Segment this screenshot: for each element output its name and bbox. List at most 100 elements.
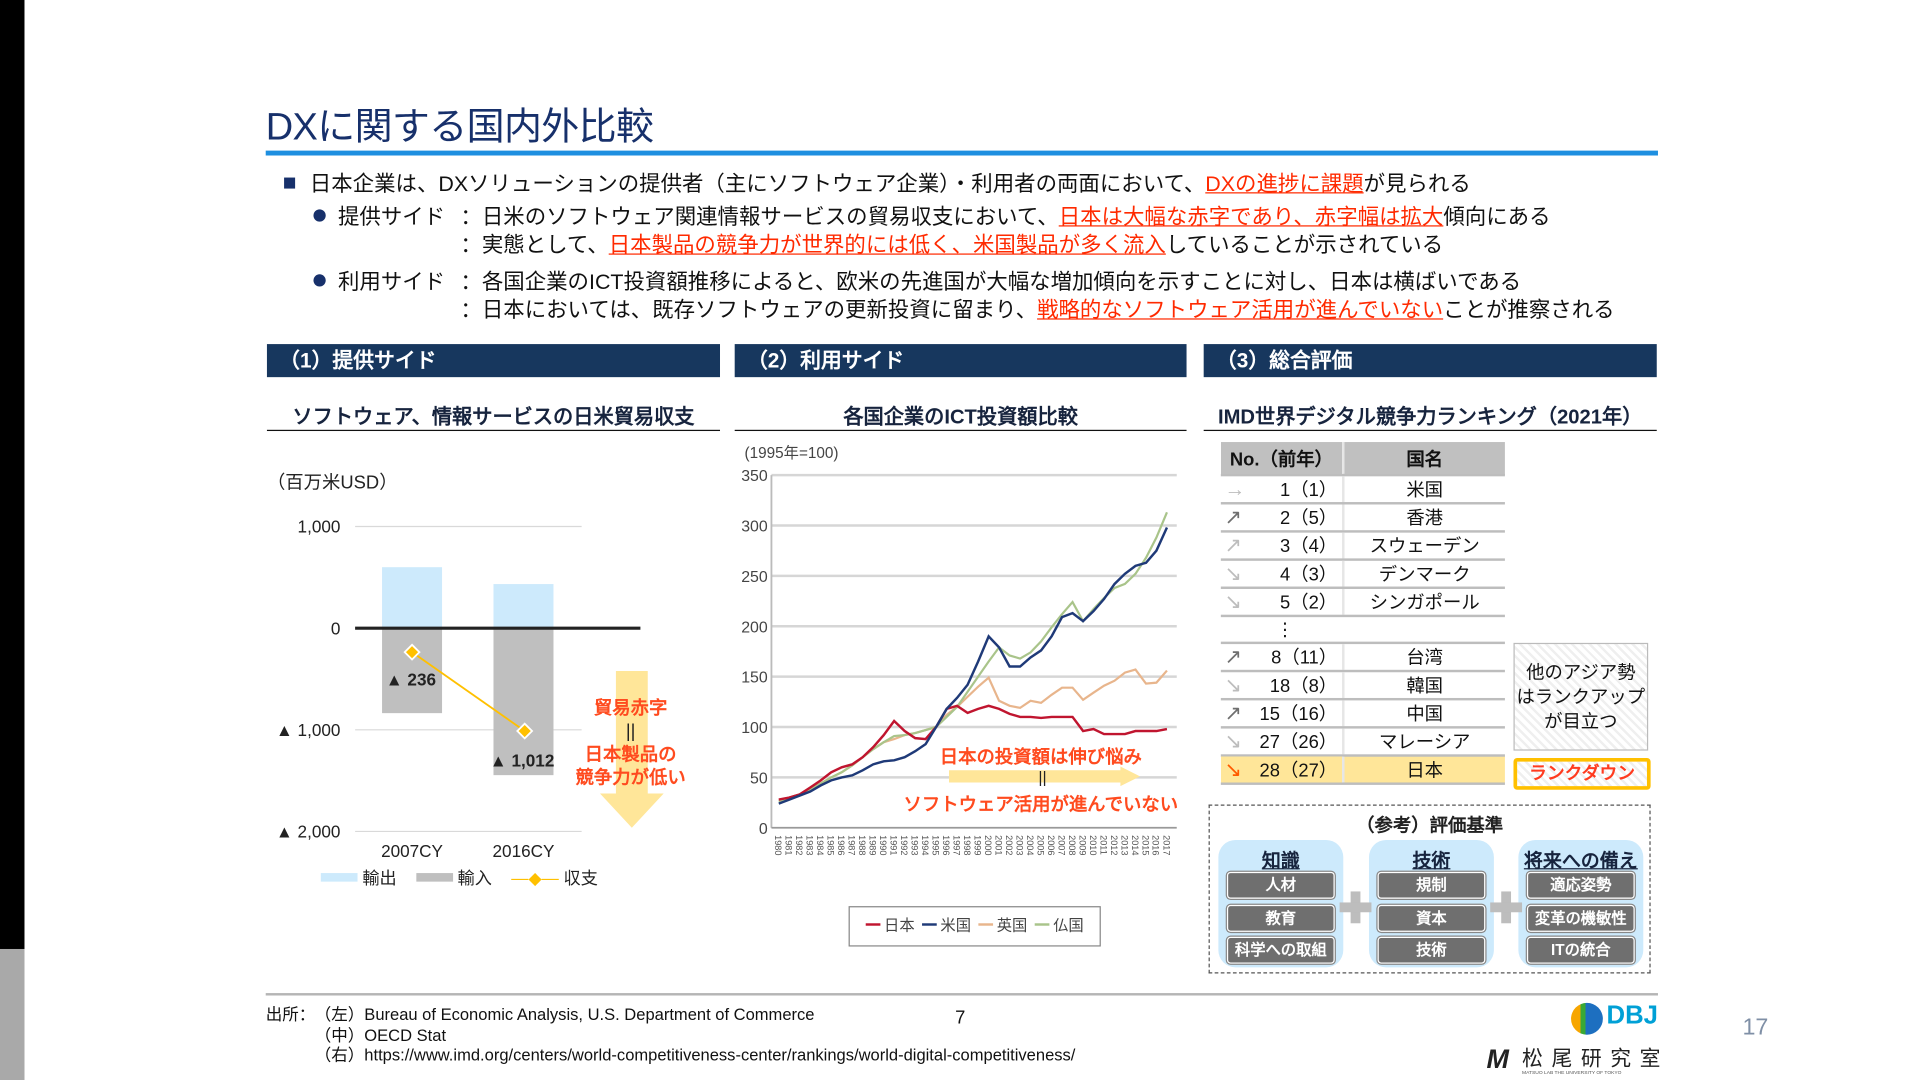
x-tick-label: 2015 (1140, 835, 1150, 855)
rank-cell: ↘ 18（8） (1220, 671, 1344, 701)
trend-down-alert-icon: ↘ (1224, 757, 1242, 782)
matsuo-logo-text: 松尾研究室 (1522, 1046, 1669, 1071)
y-tick-label: 250 (741, 569, 768, 586)
table-row: ↗ 3（4） スウェーデン (1220, 531, 1505, 561)
annotation-equals: || (625, 721, 636, 743)
ict-annotation-top: 日本の投資額は伸び悩み (939, 746, 1142, 768)
x-tick-label: 1981 (784, 835, 794, 855)
emphasis-text: DXの進捗に課題 (1205, 171, 1364, 196)
text: ことが推察される (1443, 297, 1615, 323)
x-tick-label: 2000 (983, 835, 993, 855)
x-tick-label: 1982 (794, 835, 804, 855)
left-edge-bar-lower (0, 948, 25, 1080)
y-tick-label: 150 (741, 670, 768, 687)
x-tick-label: 2006 (1046, 835, 1056, 855)
x-tick-label: 1995 (930, 835, 940, 855)
legend-swatch (978, 923, 994, 926)
annotation-line: 競争力が低い (575, 767, 686, 789)
x-tick-label: 2009 (1077, 835, 1087, 855)
country-text: 韓国 (1406, 675, 1444, 697)
country-text: スウェーデン (1369, 536, 1480, 558)
rank-cell: ↗ 3（4） (1220, 531, 1344, 561)
x-tick-label: 1987 (847, 835, 857, 855)
country-text: シンガポール (1369, 592, 1480, 614)
source-middle: （中）OECD Stat (314, 1026, 447, 1045)
bullet-user-line2: ：日本においては、既存ソフトウェアの更新投資に留まり、戦略的なソフトウェア活用が… (460, 294, 1614, 325)
section-header-provider: （1）提供サイド (266, 344, 721, 378)
country-cell: マレーシア (1342, 727, 1505, 757)
x-tick-label: 2008 (1067, 835, 1077, 855)
y-tick-label: 300 (741, 519, 768, 536)
source-right: （右）https://www.imd.org/centers/world-com… (314, 1045, 1076, 1065)
country-cell (1343, 615, 1505, 645)
balance-line (411, 651, 526, 732)
legend-label: 仏国 (1053, 917, 1084, 935)
x-tick-label: 1980 (773, 835, 783, 855)
table-row: → 1（1） 米国 (1220, 475, 1505, 505)
text: ：各国企業のICT投資額推移によると、欧米の先進国が大幅な増加傾向を示すことに対… (460, 269, 1522, 294)
x-tick-label: 2003 (1014, 835, 1024, 855)
asia-note: 他のアジア勢 はランクアップ が目立つ (1513, 642, 1649, 751)
country-cell: 香港 (1342, 503, 1505, 533)
x-tick-label: 2010 (1088, 835, 1098, 855)
rank-text: 27（26） (1259, 732, 1338, 754)
y-tick-label: 100 (741, 720, 768, 737)
criteria-group: 技術 規制 資本 技術 (1368, 840, 1494, 968)
trend-up-strong-icon: ↗ (1224, 645, 1242, 669)
text: ：日米のソフトウェア関連情報サービスの貿易収支において、 (460, 204, 1059, 229)
note-line: はランクアップ (1516, 686, 1646, 708)
criteria-group-title: 将来への備え (1523, 851, 1638, 872)
criteria-item: 技術 (1377, 936, 1486, 964)
trend-up-strong-icon: ↗ (1224, 701, 1242, 725)
rank-text: 1（1） (1279, 480, 1338, 501)
bar-export (382, 567, 443, 629)
rank-text: 28（27） (1259, 760, 1338, 782)
bar-export (493, 584, 554, 629)
trade-chart-title: ソフトウェア、情報サービスの日米貿易収支 (266, 400, 721, 432)
trade-annotation: 貿易赤字 || 日本製品の 競争力が低い (569, 697, 691, 790)
matsuo-logo-subtext: MATSUO LAB THE UNIVERSITY OF TOKYO (1522, 1068, 1622, 1076)
table-header-row: No.（前年） 国名 (1220, 442, 1505, 477)
inner-page-number: 7 (955, 1007, 966, 1029)
trade-balance-chart: 1,000 0 ▲ 1,000 ▲ 2,000 2007CY 2016CY ▲ 236 ▲ 1… (276, 517, 641, 861)
country-cell: デンマーク (1342, 559, 1505, 589)
rank-text: 15（16） (1259, 704, 1338, 725)
criteria-item: ITの統合 (1526, 936, 1635, 964)
rank-cell: → 1（1） (1220, 475, 1344, 505)
legend-export: 輸出 (362, 868, 397, 888)
bullet-label: 利用サイド (337, 269, 446, 294)
rank-text: ⋮ (1275, 619, 1295, 641)
bullet-provider: 提供サイド ：日米のソフトウェア関連情報サービスの貿易収支において、日本は大幅な赤… (313, 201, 1551, 232)
ranking-title: IMD世界デジタル競争力ランキング（2021年） (1203, 400, 1657, 432)
x-tick-label: 1999 (972, 835, 982, 855)
rank-text: 2（5） (1279, 508, 1338, 529)
legend-balance: 収支 (563, 868, 598, 888)
legend-swatch-import (416, 873, 453, 882)
trade-y-unit: （百万米USD） (266, 472, 398, 494)
x-tick-label: 2007 (1056, 835, 1066, 855)
country-text: 日本 (1406, 760, 1444, 782)
text: ：日本においては、既存ソフトウェアの更新投資に留まり、 (460, 297, 1038, 323)
x-tick-label: 1994 (920, 835, 930, 855)
criteria-title: （参考）評価基準 (1356, 815, 1504, 837)
table-row: ↗ 15（16） 中国 (1220, 699, 1505, 729)
dbj-logo-icon (1571, 1002, 1603, 1035)
source-label: 出所： (265, 1005, 316, 1024)
country-cell: 日本 (1342, 755, 1505, 785)
country-text: 米国 (1406, 480, 1444, 501)
right-arrow-icon (948, 766, 1141, 787)
legend-swatch (865, 923, 881, 926)
plus-icon (1339, 891, 1372, 924)
country-cell: 中国 (1342, 699, 1505, 729)
criteria-item: 適応姿勢 (1526, 871, 1635, 899)
x-tick-label: 2002 (1004, 835, 1014, 855)
title-underline (265, 150, 1658, 156)
x-tick-label: 1993 (910, 835, 920, 855)
matsuo-logo-icon: M (1486, 1043, 1509, 1074)
x-tick-label: 1997 (951, 835, 961, 855)
dbj-logo-text: DBJ (1606, 1001, 1658, 1030)
bullet-user: 利用サイド ：各国企業のICT投資額推移によると、欧米の先進国が大幅な増加傾向を示… (313, 266, 1521, 297)
emphasis-text: 戦略的なソフトウェア活用が進んでいない (1037, 297, 1444, 323)
rank-text: 8（11） (1271, 647, 1338, 669)
country-cell: スウェーデン (1342, 531, 1505, 561)
